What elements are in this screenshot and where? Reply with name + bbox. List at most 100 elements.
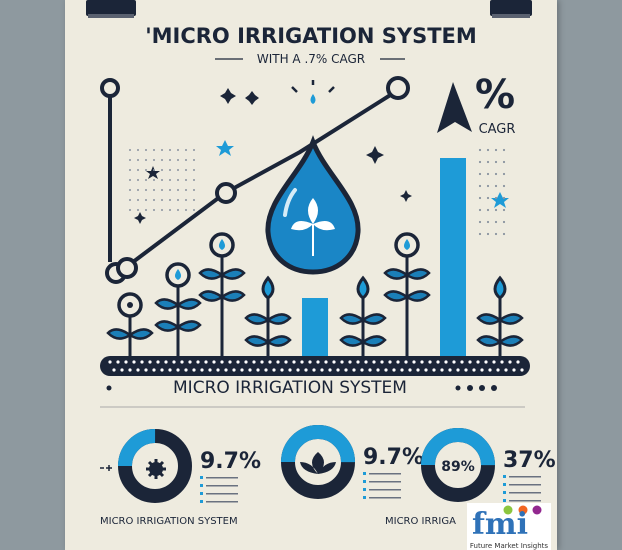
grid-dot: [478, 196, 482, 200]
pipe-dot: [368, 368, 372, 372]
dot-grid: [129, 148, 506, 236]
grid-dot: [137, 179, 139, 181]
pipe-dot: [228, 360, 232, 364]
arrow-up-icon: [437, 82, 472, 133]
grid-dot: [153, 209, 155, 211]
pipe-dot: [116, 360, 120, 364]
grid-dot: [478, 172, 482, 176]
grid-dot: [145, 169, 147, 171]
bar-short: [302, 298, 328, 360]
legend-line: [509, 484, 541, 486]
legend-line: [206, 477, 238, 479]
donut-chart: 9.7%: [281, 425, 424, 499]
pipe-dot: [224, 368, 228, 372]
grid-dot: [177, 199, 179, 201]
legend-line: [369, 497, 401, 499]
pipe-dot: [236, 360, 240, 364]
grid-dot: [486, 148, 490, 152]
grid-dot: [494, 232, 498, 236]
pipe-dot: [308, 360, 312, 364]
pipe-dot: [316, 360, 320, 364]
pipe-dot: [452, 360, 456, 364]
pipe-dot: [444, 360, 448, 364]
grid-dot: [486, 220, 490, 224]
grid-dot: [193, 209, 195, 211]
donut-segment: [118, 429, 192, 503]
plant-icon: [476, 275, 524, 356]
pipe-dot: [512, 368, 516, 372]
page-subtitle: WITH A .7% CAGR: [257, 52, 365, 66]
pipe-dot: [348, 360, 352, 364]
water-drop-leaf-icon: [265, 135, 361, 275]
binder-clip-left: [86, 0, 136, 18]
grid-dot: [145, 189, 147, 191]
pipe-dot: [440, 368, 444, 372]
pipe-dot: [336, 368, 340, 372]
grid-dot: [161, 209, 163, 211]
pipe-dot: [276, 360, 280, 364]
pipe-dot: [404, 360, 408, 364]
grid-dot: [185, 199, 187, 201]
pipe-dot: [268, 360, 272, 364]
grid-dot: [486, 160, 490, 164]
pipe-dot: [492, 360, 496, 364]
legend-line: [369, 481, 401, 483]
pipe-dot: [500, 360, 504, 364]
legend-line: [369, 473, 401, 475]
pipe-dot: [260, 360, 264, 364]
pipe-dot: [344, 368, 348, 372]
legend-bullet: [363, 488, 366, 491]
page-title: 'MICRO IRRIGATION SYSTEM: [145, 24, 477, 48]
bar-tall: [440, 158, 466, 360]
pipe-dot: [520, 368, 524, 372]
grid-dot: [185, 169, 187, 171]
pipe-dot: [516, 360, 520, 364]
grid-dot: [502, 160, 506, 164]
grid-dot: [137, 169, 139, 171]
grid-dot: [129, 199, 131, 201]
grid-dot: [193, 199, 195, 201]
pipe-dot: [144, 368, 148, 372]
pipe-dot: [328, 368, 332, 372]
sparkle-icon-small: [100, 465, 112, 471]
legend-bullet: [503, 499, 506, 502]
grid-dot: [185, 159, 187, 161]
pipe-dot: [456, 368, 460, 372]
stat-value: 9.7%: [363, 445, 424, 470]
grid-dot: [137, 209, 139, 211]
grid-dot: [153, 199, 155, 201]
donut-center-value: 89%: [441, 459, 475, 475]
grid-dot: [494, 220, 498, 224]
pipe-dot: [508, 360, 512, 364]
pipe-dot: [256, 368, 260, 372]
grid-dot: [169, 149, 171, 151]
pipe-dot: [496, 368, 500, 372]
pipe-dot: [360, 368, 364, 372]
pipe-dot: [284, 360, 288, 364]
grid-dot: [478, 232, 482, 236]
pipe-dot: [300, 360, 304, 364]
pipe-dot: [172, 360, 176, 364]
grid-dot: [129, 209, 131, 211]
pipe-dot: [108, 360, 112, 364]
grid-dot: [185, 209, 187, 211]
grid-dot: [129, 169, 131, 171]
pipe-dot: [124, 360, 128, 364]
grid-dot: [486, 196, 490, 200]
percent-symbol: %: [475, 72, 515, 118]
plant-icon: [106, 292, 154, 356]
pipe-dot: [304, 368, 308, 372]
pipe-dot: [184, 368, 188, 372]
legend-line: [509, 492, 541, 494]
pipe-dot: [428, 360, 432, 364]
grid-dot: [193, 179, 195, 181]
plant-icon: [154, 262, 202, 356]
donut-stats: 9.7% 9.7% 89% 37%: [118, 425, 556, 503]
pipe-dot: [196, 360, 200, 364]
grid-dot: [169, 179, 171, 181]
pipe-dot: [392, 368, 396, 372]
plant-row: [106, 232, 524, 356]
pipe-dot: [504, 368, 508, 372]
grid-dot: [169, 169, 171, 171]
grid-dot: [137, 149, 139, 151]
